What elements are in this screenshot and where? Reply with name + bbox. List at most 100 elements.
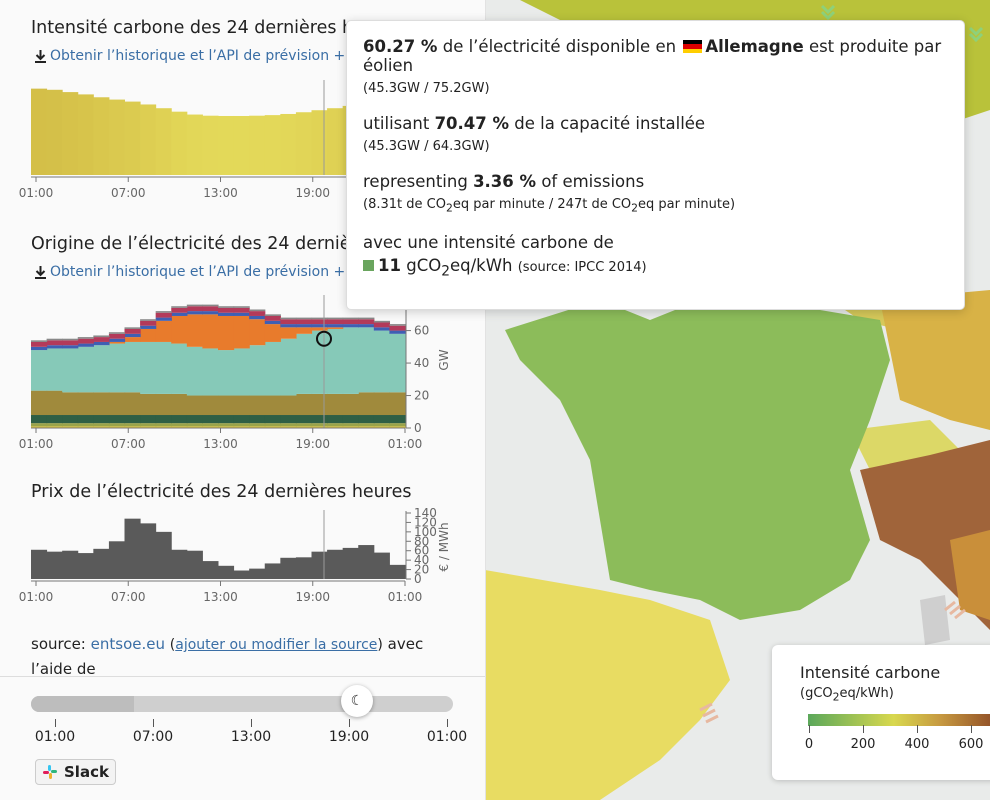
origin-area-segment — [311, 423, 328, 427]
origin-area-segment — [140, 328, 157, 342]
time-slider-track[interactable] — [31, 696, 453, 712]
time-slider-thumb[interactable]: ☾ — [341, 685, 373, 717]
origin-area-segment — [389, 415, 406, 424]
origin-area-segment — [171, 423, 188, 427]
x-tick-label: 01:00 — [19, 437, 54, 451]
origin-area-segment — [77, 346, 94, 393]
origin-area-segment — [342, 415, 359, 424]
map-region-germany-south[interactable] — [880, 290, 990, 430]
origin-area-segment — [140, 325, 157, 329]
timeline-tick — [251, 719, 252, 727]
origin-area-segment — [155, 341, 172, 394]
origin-area-segment — [358, 327, 375, 393]
download-history-link-2[interactable]: Obtenir l’historique et l’API de prévisi… — [34, 264, 372, 280]
origin-area-segment — [389, 333, 406, 393]
time-slider-fill — [31, 696, 134, 712]
download-history-link[interactable]: Obtenir l’historique et l’API de prévisi… — [34, 48, 372, 64]
carbon-bar — [93, 97, 110, 175]
origin-area-segment — [233, 315, 250, 349]
x-tick-label: 07:00 — [111, 186, 146, 200]
origin-area-segment — [249, 319, 266, 346]
origin-area-segment — [171, 307, 188, 313]
timeline-label: 07:00 — [132, 729, 174, 745]
origin-area-segment — [62, 423, 79, 427]
legend-tick-label: 200 — [850, 737, 876, 752]
price-bar — [233, 570, 250, 579]
origin-area-segment — [140, 393, 157, 416]
origin-area-segment — [186, 415, 204, 424]
origin-area-segment — [93, 345, 110, 393]
map-region-austria[interactable] — [950, 530, 990, 620]
origin-area-segment — [280, 317, 297, 320]
origin-area-segment — [218, 395, 235, 416]
price-bar — [108, 541, 125, 579]
origin-area-segment — [249, 311, 266, 316]
electricity-price-title: Prix de l’électricité des 24 dernières h… — [31, 482, 412, 502]
edit-source-link[interactable]: ajouter ou modifier la source — [175, 637, 378, 653]
price-bar — [124, 518, 141, 579]
carbon-bar — [295, 112, 312, 175]
origin-area-segment — [358, 415, 375, 424]
origin-area-segment — [155, 393, 172, 416]
time-slider-area: ☾ 01:00 07:00 13:00 19:00 01:00 Slack — [0, 676, 485, 800]
origin-area-segment — [373, 392, 391, 416]
download-icon — [35, 50, 46, 63]
origin-area-segment — [249, 423, 266, 427]
carbon-bar — [264, 115, 281, 175]
carbon-bar — [46, 89, 63, 175]
origin-area-segment — [140, 320, 157, 326]
origin-area-segment — [249, 345, 266, 396]
y-tick-label: 0 — [414, 421, 422, 435]
y-tick-label: 60 — [414, 544, 429, 558]
origin-area-segment — [389, 392, 406, 416]
price-bar — [264, 563, 281, 579]
origin-area-segment — [46, 426, 63, 428]
origin-area-segment — [342, 393, 359, 416]
origin-area-segment — [218, 315, 235, 351]
origin-area-segment — [358, 319, 375, 325]
map-region-spain[interactable] — [485, 570, 730, 800]
origin-area-segment — [31, 423, 48, 427]
origin-area-segment — [171, 415, 188, 424]
origin-area-segment — [327, 327, 344, 329]
origin-area-segment — [327, 426, 344, 428]
production-tooltip: 60.27 % de l’électricité disponible en A… — [346, 20, 965, 310]
origin-area-segment — [62, 415, 79, 424]
carbon-bar — [108, 99, 125, 175]
origin-area-segment — [342, 426, 359, 428]
origin-area-segment — [342, 317, 359, 320]
origin-area-segment — [186, 311, 204, 315]
origin-area-segment — [93, 426, 110, 428]
origin-area-segment — [186, 306, 204, 312]
y-tick-label: 20 — [414, 389, 429, 403]
map-region-france[interactable] — [505, 290, 890, 620]
origin-area-segment — [140, 426, 157, 428]
timeline-label: 01:00 — [426, 729, 468, 745]
origin-area-segment — [31, 340, 48, 342]
carbon-bar — [77, 94, 94, 175]
origin-area-segment — [108, 343, 126, 393]
origin-area-segment — [233, 415, 250, 424]
origin-area-segment — [124, 333, 141, 338]
carbon-bar — [186, 114, 203, 175]
origin-area-segment — [31, 390, 48, 416]
map-region-sardinia[interactable] — [920, 595, 950, 645]
origin-area-segment — [327, 317, 344, 320]
origin-area-segment — [311, 317, 328, 320]
slack-button[interactable]: Slack — [35, 759, 116, 785]
x-tick-label: 01:00 — [19, 590, 54, 604]
x-tick-label: 19:00 — [295, 590, 330, 604]
source-link[interactable]: entsoe.eu — [90, 635, 165, 653]
origin-area-segment — [218, 350, 235, 396]
price-bar — [93, 548, 110, 579]
origin-area-segment — [77, 426, 94, 428]
origin-area-segment — [280, 319, 297, 325]
origin-area-segment — [46, 345, 63, 349]
origin-area-segment — [327, 423, 344, 427]
origin-area-segment — [373, 322, 391, 328]
y-axis-label: GW — [437, 349, 451, 370]
origin-area-segment — [311, 393, 328, 416]
legend-tick — [863, 725, 864, 733]
